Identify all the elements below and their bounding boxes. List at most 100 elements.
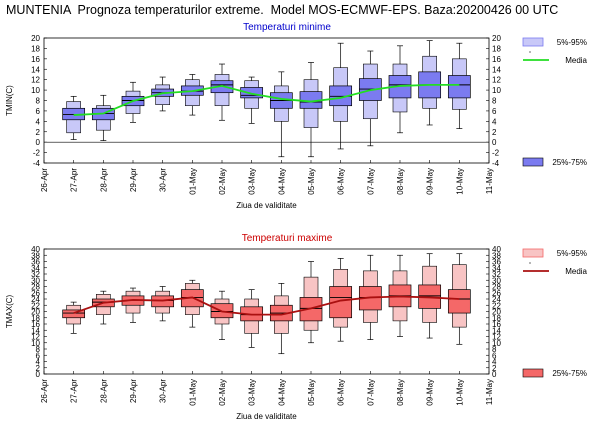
tmax-x-axis-label: Ziua de validitate	[236, 412, 297, 421]
y-tick-label-right: 22	[492, 301, 501, 310]
y-tick-label-left: 20	[31, 308, 40, 317]
x-tick-label: 09-May	[426, 168, 435, 195]
tmin-box-06-May	[329, 42, 353, 150]
y-tick-label-left: 4	[36, 358, 41, 367]
legend-label-iqr: 25%-75%	[552, 369, 587, 378]
tmin-box-29-Apr	[121, 81, 145, 123]
x-tick-label: 07-May	[366, 379, 375, 406]
tmax-box-28-Apr	[91, 290, 115, 325]
x-tick-label: 07-May	[366, 168, 375, 195]
tmax-chart-title: Temperaturi maxime	[241, 233, 333, 244]
legend-label-media: Media	[565, 56, 587, 65]
y-tick-label-left: 38	[31, 251, 40, 260]
tmax-box-09-May	[418, 253, 442, 339]
y-tick-label-right: 8	[492, 345, 497, 354]
y-tick-label-right: 20	[492, 308, 501, 317]
y-tick-label-right: 12	[492, 76, 501, 85]
y-tick-label-left: 24	[31, 295, 40, 304]
tmin-y-axis-label: TMIN(C)	[5, 85, 14, 116]
legend-label-media: Media	[565, 267, 587, 276]
x-tick-label: 29-Apr	[129, 168, 138, 192]
y-tick-label-right: 12	[492, 333, 501, 342]
tmin-box-05-May	[299, 62, 323, 158]
tmin-box-27-Apr	[62, 95, 86, 140]
y-tick-label-right: 30	[492, 276, 501, 285]
y-tick-label-right: 8	[492, 97, 497, 106]
y-tick-label-left: 12	[31, 333, 40, 342]
legend-swatch-iqr	[522, 368, 544, 378]
x-tick-label: 29-Apr	[129, 379, 138, 403]
y-tick-label-left: 12	[31, 76, 40, 85]
x-tick-label: 30-Apr	[159, 379, 168, 403]
y-tick-label-left: 26	[31, 289, 40, 298]
y-tick-label-right: 4	[492, 117, 497, 126]
tmax-box-04-May	[269, 283, 293, 355]
iqr-box	[447, 289, 471, 314]
y-tick-label-left: 30	[31, 276, 40, 285]
tmin-chart-title: Temperaturi minime	[243, 22, 331, 33]
y-tick-label-right: 24	[492, 295, 501, 304]
y-tick-label-right: 0	[492, 138, 497, 147]
y-tick-label-right: 10	[492, 339, 501, 348]
y-tick-label-left: 0	[36, 138, 41, 147]
y-tick-label-right: 0	[492, 370, 497, 379]
x-tick-label: 01-May	[188, 379, 197, 406]
x-tick-label: 28-Apr	[99, 168, 108, 192]
y-tick-label-right: 10	[492, 86, 501, 95]
x-tick-label: 08-May	[396, 168, 405, 195]
y-tick-label-right: 34	[492, 264, 501, 273]
y-tick-label-left: 8	[36, 345, 41, 354]
y-tick-label-left: 8	[36, 97, 41, 106]
y-tick-label-left: 22	[31, 301, 40, 310]
x-tick-label: 01-May	[188, 168, 197, 195]
tmin-box-07-May	[358, 50, 382, 147]
iqr-box	[62, 309, 86, 319]
tmax-media-line	[73, 295, 460, 316]
iqr-box	[329, 286, 353, 319]
y-tick-label-left: 28	[31, 283, 40, 292]
legend-swatch-p5-p95	[522, 248, 544, 258]
tmax-y-axis-label: TMAX(C)	[5, 295, 14, 329]
x-tick-label: 26-Apr	[40, 168, 49, 192]
x-tick-label: 10-May	[455, 379, 464, 406]
legend-swatch-iqr	[522, 157, 544, 167]
x-tick-label: 09-May	[426, 379, 435, 406]
y-tick-label-right: 4	[492, 358, 497, 367]
tmin-box-28-Apr	[91, 94, 115, 141]
tmin-box-03-May	[240, 76, 264, 124]
x-tick-label: 06-May	[337, 168, 346, 195]
x-tick-label: 28-Apr	[99, 379, 108, 403]
x-tick-label: 11-May	[485, 168, 494, 194]
x-tick-label: 30-Apr	[159, 168, 168, 192]
y-tick-label-left: 2	[36, 364, 41, 373]
y-tick-label-left: 14	[31, 326, 40, 335]
tmax-box-29-Apr	[121, 287, 145, 323]
y-tick-label-left: 16	[31, 55, 40, 64]
iqr-box	[447, 75, 471, 99]
y-tick-label-right: 2	[492, 364, 497, 373]
y-tick-label-left: 20	[31, 34, 40, 43]
tmax-plot-frame	[43, 248, 490, 375]
y-tick-label-right: 16	[492, 320, 501, 329]
y-tick-label-right: 40	[492, 245, 501, 254]
y-tick-label-left: 16	[31, 320, 40, 329]
tmin-box-08-May	[388, 45, 412, 134]
y-tick-label-right: 26	[492, 289, 501, 298]
iqr-box	[240, 87, 264, 99]
tmax-box-01-May	[180, 279, 204, 328]
y-tick-label-left: 6	[36, 351, 41, 360]
tmax-box-30-Apr	[151, 286, 175, 322]
y-tick-label-left: 10	[31, 339, 40, 348]
y-tick-label-left: 14	[31, 65, 40, 74]
x-tick-label: 27-Apr	[70, 168, 79, 192]
tmax-box-05-May	[299, 261, 323, 344]
y-tick-label-right: 2	[492, 128, 497, 137]
tmin-x-axis-label: Ziua de validitate	[236, 201, 297, 210]
y-tick-label-left: 0	[36, 370, 41, 379]
y-tick-label-left: 34	[31, 264, 40, 273]
tmax-box-03-May	[240, 289, 264, 348]
legend-dot	[529, 262, 531, 264]
